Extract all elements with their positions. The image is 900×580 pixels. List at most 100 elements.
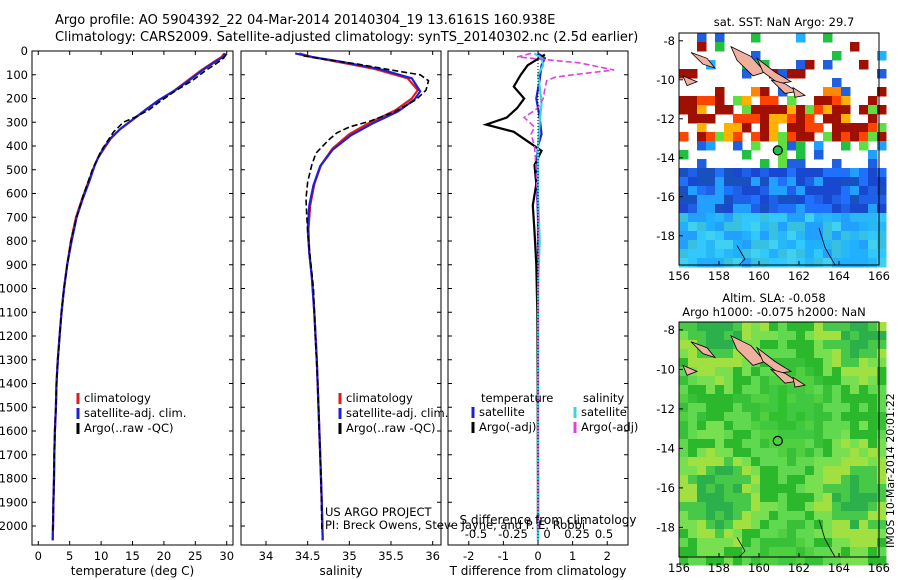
sla_map-grid-cell [760, 475, 770, 485]
sla_map-grid-cell [688, 466, 698, 476]
sla_map-grid-cell [733, 466, 743, 476]
sst_map-grid-cell [742, 204, 752, 214]
sst_map-grid-cell [796, 168, 806, 178]
sla_map-grid-cell [778, 331, 788, 341]
sla_map-grid-cell [760, 538, 770, 548]
sla_map-grid-cell [859, 331, 869, 341]
sla_map-grid-cell [859, 376, 869, 386]
sst_map-grid-cell [715, 33, 725, 43]
sst_map-grid-cell [796, 141, 806, 151]
sst_map-island [682, 75, 699, 87]
sla_map-grid-cell [787, 430, 797, 440]
sst_map-grid-cell [868, 123, 878, 133]
sla_map-grid-cell [796, 529, 806, 539]
sla_map-island [730, 334, 766, 366]
sst_map-grid-cell [688, 195, 698, 205]
salinity-legend-label: satellite-adj. clim. [346, 406, 448, 420]
sst_map-grid-cell [841, 195, 851, 205]
depth-tick-label: 2000 [0, 519, 28, 533]
sla-map-panel: 156 158 160 162 164 166 -8 -10 -12 -14 -16 -18 Altim… [656, 291, 890, 575]
sst_map-grid-cell [778, 141, 788, 151]
sst_map-grid-cell [724, 204, 734, 214]
sla_map-grid-cell [724, 511, 734, 521]
sst_map-grid-cell [733, 204, 743, 214]
sst_map-grid-cell [841, 249, 851, 259]
sla_map-grid-cell [715, 493, 725, 503]
sla_map-grid-cell [814, 421, 824, 431]
sla_map-grid-cell [796, 520, 806, 530]
sla_map-grid-cell [778, 556, 788, 566]
sst_map-grid-cell [688, 213, 698, 223]
sla_map-grid-cell [679, 493, 689, 503]
sla_map-reef-outline [818, 519, 836, 558]
sst_map-grid-cell [733, 168, 743, 178]
sla_map-grid-cell [823, 430, 833, 440]
sst_map-grid-cell [832, 159, 842, 169]
sla_map-xtick-label: 166 [868, 561, 890, 575]
sst_map-title: sat. SST: NaN Argo: 29.7 [714, 15, 855, 29]
sla_map-grid-cell [679, 556, 689, 566]
sst_map-grid-cell [823, 60, 833, 70]
sla_map-grid-cell [787, 331, 797, 341]
sla_map-grid-cell [814, 520, 824, 530]
sla_map-grid-cell [868, 340, 878, 350]
sst_map-grid-cell [688, 186, 698, 196]
sla_map-grid-cell [706, 376, 716, 386]
sla_map-grid-cell [841, 466, 851, 476]
sla_map-grid-cell [796, 493, 806, 503]
sst_map-grid-cell [868, 177, 878, 187]
sla_map-grid-cell [868, 430, 878, 440]
sla_map-grid-cell [787, 403, 797, 413]
sst_map-grid-cell [805, 60, 815, 70]
depth-tick-label: 1400 [0, 377, 28, 391]
sla_map-grid-cell [742, 502, 752, 512]
sla_map-grid-cell [787, 367, 797, 377]
sla_map-grid-cell [742, 421, 752, 431]
sst_map-grid-cell [787, 123, 797, 133]
sst_map-grid-cell [778, 177, 788, 187]
sst_map-grid-cell [868, 96, 878, 106]
sst_map-grid-cell [715, 42, 725, 52]
temperature-xtick-label: 15 [125, 549, 140, 563]
side-stamp: IMOS 10-Mar-2014 20:01:22 [884, 393, 897, 548]
sst_map-grid-cell [778, 150, 788, 160]
depth-tick-label: 1900 [0, 495, 28, 509]
sla_map-grid-cell [688, 349, 698, 359]
sla_map-grid-cell [814, 322, 824, 332]
sla_map-grid-cell [679, 349, 689, 359]
sla_map-grid-cell [814, 511, 824, 521]
depth-tick-label: 900 [6, 258, 28, 272]
sla_map-grid-cell [751, 529, 761, 539]
sla_map-grid-cell [751, 520, 761, 530]
sla_map-grid-cell [733, 367, 743, 377]
sla_map-grid-cell [850, 493, 860, 503]
sla_map-grid-cell [706, 493, 716, 503]
sla_map-grid-cell [850, 475, 860, 485]
sst_map-grid-cell [724, 213, 734, 223]
sla_map-grid-cell [751, 547, 761, 557]
sst_map-grid-cell [823, 105, 833, 115]
sla_map-grid-cell [832, 538, 842, 548]
sla_map-grid-cell [688, 322, 698, 332]
depth-tick-label: 0 [21, 44, 28, 58]
sla_map-grid-cell [832, 367, 842, 377]
salinity-diff-tick-label: 0.25 [564, 527, 590, 541]
sla_map-grid-cell [805, 475, 815, 485]
sla_map-xtick-label: 162 [788, 561, 810, 575]
depth-tick-label: 1800 [0, 472, 28, 486]
sla_map-grid-cell [832, 439, 842, 449]
sla_map-grid-cell [733, 322, 743, 332]
sst_map-grid-cell [778, 186, 788, 196]
sla_map-grid-cell [823, 493, 833, 503]
sla_map-grid-cell [814, 457, 824, 467]
sst_map-grid-cell [697, 33, 707, 43]
sst_map-grid-cell [859, 132, 869, 142]
sst_map-grid-cell [724, 258, 734, 268]
sst_map-grid-cell [706, 231, 716, 241]
sst_map-grid-cell [751, 132, 761, 142]
sst_map-grid-cell [877, 186, 887, 196]
sla_map-grid-cell [697, 511, 707, 521]
sla_map-grid-cell [751, 493, 761, 503]
sla_map-grid-cell [679, 331, 689, 341]
sla_map-grid-cell [796, 448, 806, 458]
